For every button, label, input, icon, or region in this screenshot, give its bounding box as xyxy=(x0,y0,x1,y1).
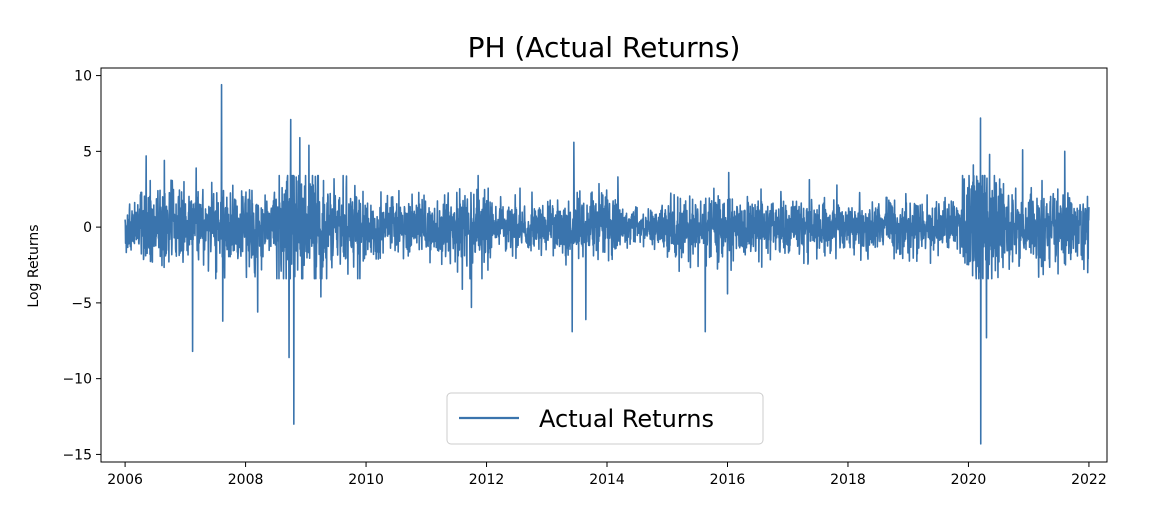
x-tick-label: 2016 xyxy=(710,472,746,488)
x-tick-label: 2008 xyxy=(228,472,264,488)
legend[interactable]: Actual Returns xyxy=(446,392,764,445)
x-tick-label: 2020 xyxy=(951,472,987,488)
x-tick-label: 2012 xyxy=(469,472,505,488)
series-line-actual-returns xyxy=(124,83,1090,445)
x-axis: 2006 2008 2010 2012 2014 2016 2018 2020 2022 xyxy=(107,462,1107,488)
y-axis: 10 5 0 −5 −10 −15 xyxy=(62,69,101,463)
x-tick-label: 2018 xyxy=(830,472,866,488)
x-tick-label: 2010 xyxy=(348,472,384,488)
y-tick-label: −15 xyxy=(62,447,92,463)
series-layer xyxy=(124,83,1090,445)
y-tick-label: 10 xyxy=(74,69,92,85)
x-tick-label: 2006 xyxy=(107,472,143,488)
y-tick-label: −5 xyxy=(71,296,92,312)
y-axis-label: Log Returns xyxy=(26,224,42,307)
plot-area: 2006 2008 2010 2012 2014 2016 2018 2020 2022 10 5… xyxy=(62,67,1108,488)
y-tick-label: 0 xyxy=(83,220,92,236)
x-tick-label: 2022 xyxy=(1071,472,1107,488)
y-tick-label: 5 xyxy=(83,144,92,160)
x-tick-label: 2014 xyxy=(589,472,625,488)
legend-box xyxy=(446,392,764,445)
y-tick-label: −10 xyxy=(62,372,92,388)
chart-title: PH (Actual Returns) xyxy=(468,31,741,64)
legend-label-actual-returns: Actual Returns xyxy=(539,405,714,433)
plot-frame xyxy=(100,67,1108,463)
